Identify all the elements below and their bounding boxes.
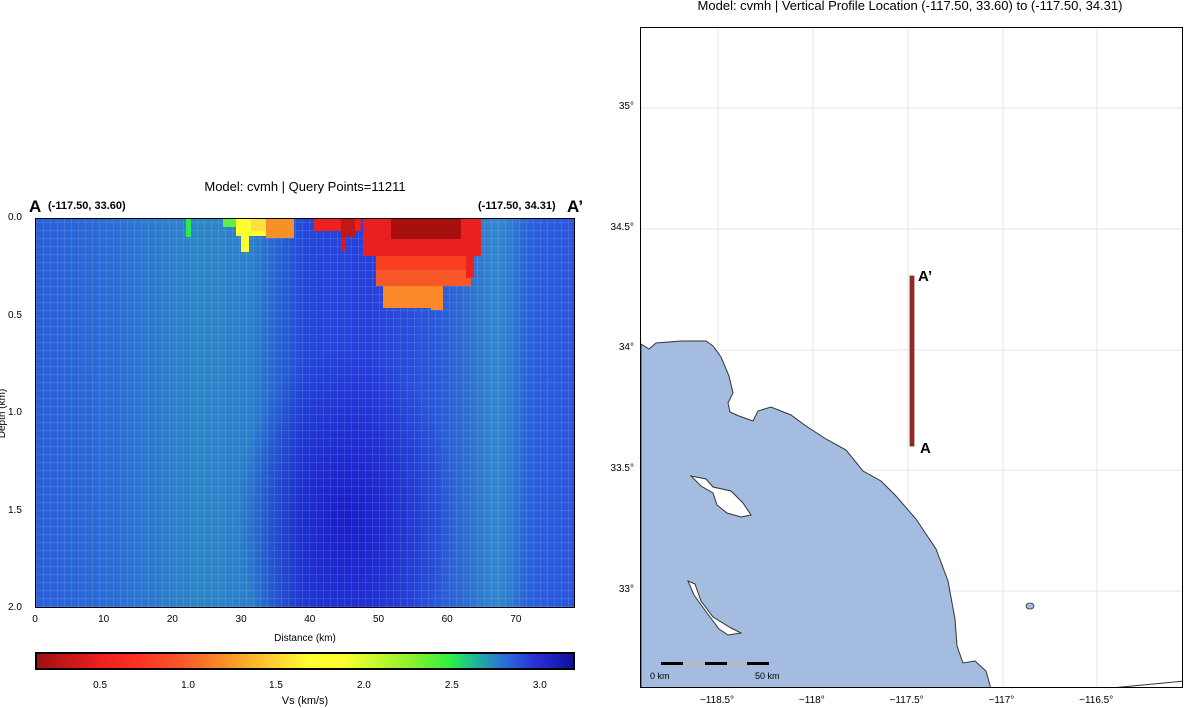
profile-start-label: A xyxy=(920,440,931,457)
longitude-tick-label: −116.5° xyxy=(1079,695,1114,706)
low-velocity-cell xyxy=(431,286,443,310)
low-velocity-cell xyxy=(251,219,266,231)
x-axis-label: Distance (km) xyxy=(274,633,336,644)
end-label: A’ xyxy=(567,197,584,216)
santa-catalina-island xyxy=(689,475,752,518)
low-velocity-cell xyxy=(466,256,474,278)
colorbar-tick-label: 0.5 xyxy=(93,680,108,691)
latitude-tick-label: 33.5° xyxy=(610,463,634,475)
x-tick-label: 30 xyxy=(235,614,247,625)
start-coord: (-117.50, 33.60) xyxy=(48,200,126,212)
x-tick-label: 60 xyxy=(441,614,453,625)
y-tick-label: 0.0 xyxy=(8,212,22,223)
y-tick-label: 1.0 xyxy=(8,407,22,418)
colorbar-tick-label: 2.5 xyxy=(444,680,459,691)
low-velocity-cell xyxy=(186,219,191,237)
scale-bar-right-label: 50 km xyxy=(755,671,780,681)
colorbar-tick-label: 3.0 xyxy=(532,680,547,691)
low-velocity-cell xyxy=(266,219,294,238)
border-line xyxy=(1116,680,1182,687)
y-tick-label: 1.5 xyxy=(8,504,22,516)
low-velocity-cell xyxy=(341,219,355,237)
low-velocity-cell xyxy=(383,286,441,308)
x-tick-label: 0 xyxy=(32,614,38,625)
vs-heatmap xyxy=(35,218,575,608)
y-axis-label: Depth (km) xyxy=(0,388,9,439)
latitude-tick-label: 33° xyxy=(618,583,634,595)
end-coord: (-117.50, 34.31) xyxy=(478,200,556,212)
low-velocity-cell xyxy=(341,237,346,251)
longitude-tick-label: −118° xyxy=(798,695,825,706)
colorbar-tick-label: 2.0 xyxy=(356,680,371,691)
colorbar-label: Vs (km/s) xyxy=(281,695,329,707)
colorbar-tick-label: 1.0 xyxy=(181,680,195,691)
longitude-tick-label: −117° xyxy=(988,695,1015,706)
low-velocity-cell xyxy=(223,219,236,227)
colorbar xyxy=(35,652,575,670)
latitude-tick-label: 35° xyxy=(618,101,634,112)
profile-line xyxy=(909,275,915,447)
latitude-tick-label: 34.5° xyxy=(610,221,634,233)
ocean xyxy=(641,340,991,687)
x-tick-label: 40 xyxy=(304,614,316,625)
san-clemente-island xyxy=(687,580,743,636)
location-map[interactable]: A’ A 0 km 50 km xyxy=(640,27,1183,688)
scale-bar-left-label: 0 km xyxy=(650,671,670,681)
low-velocity-cell xyxy=(376,270,471,286)
colorbar-tick-label: 1.5 xyxy=(269,680,283,691)
start-label: A xyxy=(29,197,42,216)
x-tick-label: 10 xyxy=(98,614,110,625)
profile-end-label: A’ xyxy=(918,268,933,285)
latitude-tick-label: 34° xyxy=(618,342,634,354)
map-title: Model: cvmh | Vertical Profile Location … xyxy=(697,0,1123,13)
lake xyxy=(1025,602,1035,610)
y-tick-label: 0.5 xyxy=(8,309,22,321)
map-svg xyxy=(641,28,1182,687)
longitude-tick-label: −118.5° xyxy=(699,695,735,706)
y-tick-label: 2.0 xyxy=(8,602,22,613)
low-velocity-cell xyxy=(241,236,249,252)
low-velocity-cell xyxy=(391,219,461,239)
x-tick-label: 70 xyxy=(510,614,522,625)
x-tick-label: 50 xyxy=(372,614,385,625)
low-velocity-cell xyxy=(376,256,471,270)
longitude-tick-label: −117.5° xyxy=(889,695,924,706)
section-title: Model: cvmh | Query Points=11211 xyxy=(204,179,406,194)
scale-bar xyxy=(661,662,769,665)
x-tick-label: 20 xyxy=(166,614,178,625)
